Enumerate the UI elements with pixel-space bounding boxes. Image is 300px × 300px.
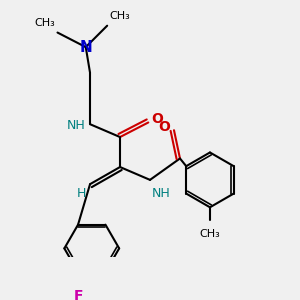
Text: CH₃: CH₃	[109, 11, 130, 21]
Text: H: H	[76, 187, 86, 200]
Text: CH₃: CH₃	[200, 229, 220, 239]
Text: F: F	[73, 289, 83, 300]
Text: O: O	[159, 120, 171, 134]
Text: N: N	[80, 40, 92, 55]
Text: O: O	[152, 112, 164, 126]
Text: NH: NH	[67, 119, 86, 132]
Text: CH₃: CH₃	[34, 18, 55, 28]
Text: NH: NH	[152, 187, 170, 200]
